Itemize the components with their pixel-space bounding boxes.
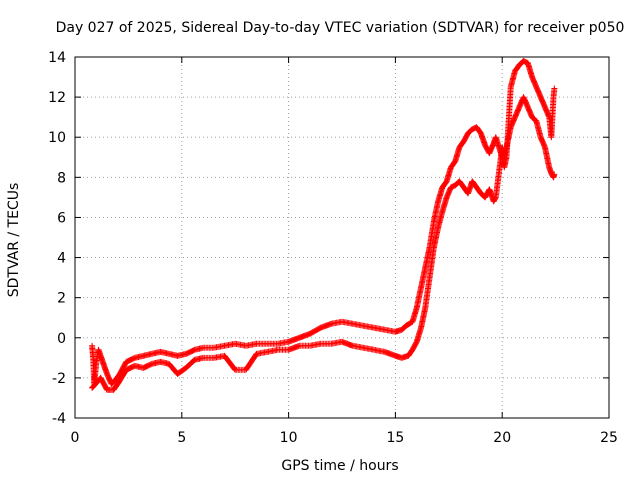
x-axis-ticks: 0 5 10 15 20 25 [71,57,618,446]
x-tick-label: 0 [71,430,80,446]
data-point-lower [551,171,558,178]
x-tick-label: 15 [386,430,404,446]
y-tick-label: 0 [57,331,66,347]
y-tick-label: 2 [57,291,66,307]
y-tick-label: -4 [52,411,66,427]
grid [75,57,609,418]
y-tick-label: 14 [48,50,66,66]
y-tick-label: 4 [57,251,66,267]
y-axis-label: SDTVAR / TECUs [6,183,22,298]
series-layer [89,58,558,393]
y-tick-label: 6 [57,210,66,226]
x-axis-label: GPS time / hours [281,458,398,474]
y-tick-label: -2 [52,371,66,387]
y-tick-label: 12 [48,90,66,106]
data-point [551,85,558,92]
x-tick-label: 10 [280,430,298,446]
x-tick-label: 5 [177,430,186,446]
x-tick-label: 20 [493,430,511,446]
plot-frame [74,56,610,419]
x-tick-label: 25 [600,430,618,446]
y-axis-ticks: -4 -2 0 2 4 6 8 10 12 14 [48,50,609,427]
y-tick-label: 8 [57,170,66,186]
chart-title: Day 027 of 2025, Sidereal Day-to-day VTE… [56,20,625,36]
y-tick-label: 10 [48,130,66,146]
